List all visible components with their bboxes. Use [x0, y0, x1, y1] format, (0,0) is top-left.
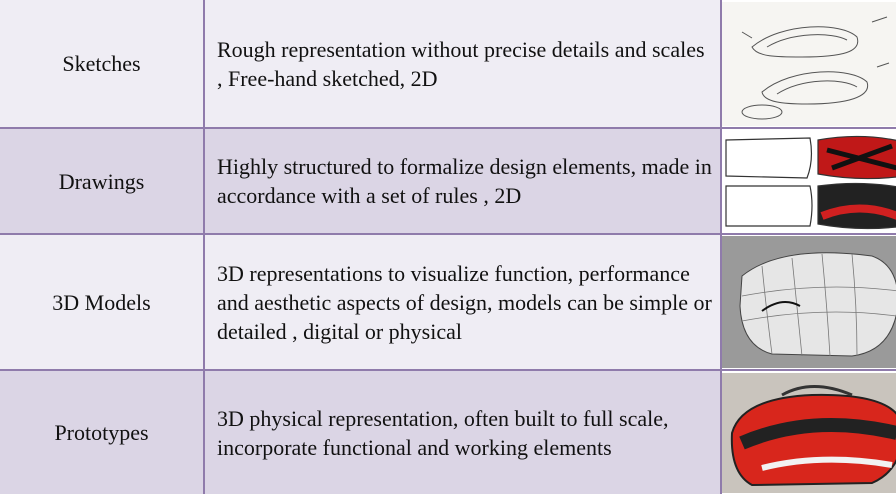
term: Sketches: [0, 0, 205, 129]
row: Drawings Highly structured to formalize …: [0, 127, 896, 235]
row: 3D Models 3D representations to visualiz…: [0, 233, 896, 371]
description: Rough representation without precise det…: [203, 0, 722, 129]
row: Prototypes 3D physical representation, o…: [0, 369, 896, 494]
term: Drawings: [0, 127, 205, 235]
term: 3D Models: [0, 233, 205, 371]
image-cell: [720, 369, 896, 494]
model-image: [722, 236, 896, 368]
image-cell: [720, 127, 896, 235]
image-cell: [720, 0, 896, 129]
drawing-image: [725, 135, 896, 230]
description: 3D physical representation, often built …: [203, 369, 722, 494]
sketch-image: [722, 1, 896, 126]
row: Sketches Rough representation without pr…: [0, 0, 896, 129]
image-cell: [720, 233, 896, 371]
prototype-image: [722, 372, 896, 493]
term: Prototypes: [0, 369, 205, 494]
description: Highly structured to formalize design el…: [203, 127, 722, 235]
description: 3D representations to visualize function…: [203, 233, 722, 371]
